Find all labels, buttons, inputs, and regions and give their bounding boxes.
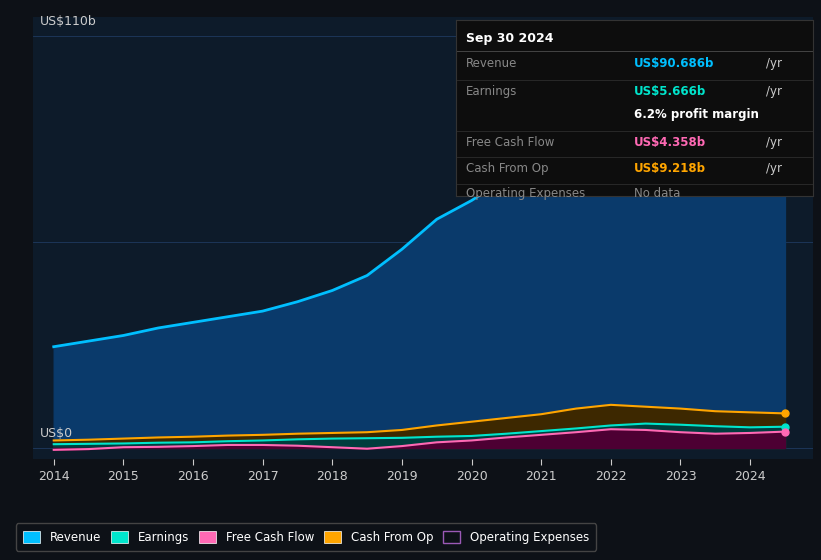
Text: /yr: /yr xyxy=(766,162,782,175)
Text: Earnings: Earnings xyxy=(466,85,518,98)
Text: US$9.218b: US$9.218b xyxy=(635,162,706,175)
Text: /yr: /yr xyxy=(766,57,782,69)
Text: Sep 30 2024: Sep 30 2024 xyxy=(466,32,554,45)
Text: /yr: /yr xyxy=(766,85,782,98)
Text: Revenue: Revenue xyxy=(466,57,518,69)
Legend: Revenue, Earnings, Free Cash Flow, Cash From Op, Operating Expenses: Revenue, Earnings, Free Cash Flow, Cash … xyxy=(16,524,596,550)
Text: Cash From Op: Cash From Op xyxy=(466,162,549,175)
Text: US$5.666b: US$5.666b xyxy=(635,85,707,98)
Text: US$90.686b: US$90.686b xyxy=(635,57,714,69)
Text: Operating Expenses: Operating Expenses xyxy=(466,187,585,200)
Text: US$110b: US$110b xyxy=(39,15,97,28)
Text: /yr: /yr xyxy=(766,136,782,149)
Text: Free Cash Flow: Free Cash Flow xyxy=(466,136,555,149)
Text: 6.2% profit margin: 6.2% profit margin xyxy=(635,108,759,121)
Text: US$0: US$0 xyxy=(39,427,73,441)
Text: US$4.358b: US$4.358b xyxy=(635,136,706,149)
Text: No data: No data xyxy=(635,187,681,200)
